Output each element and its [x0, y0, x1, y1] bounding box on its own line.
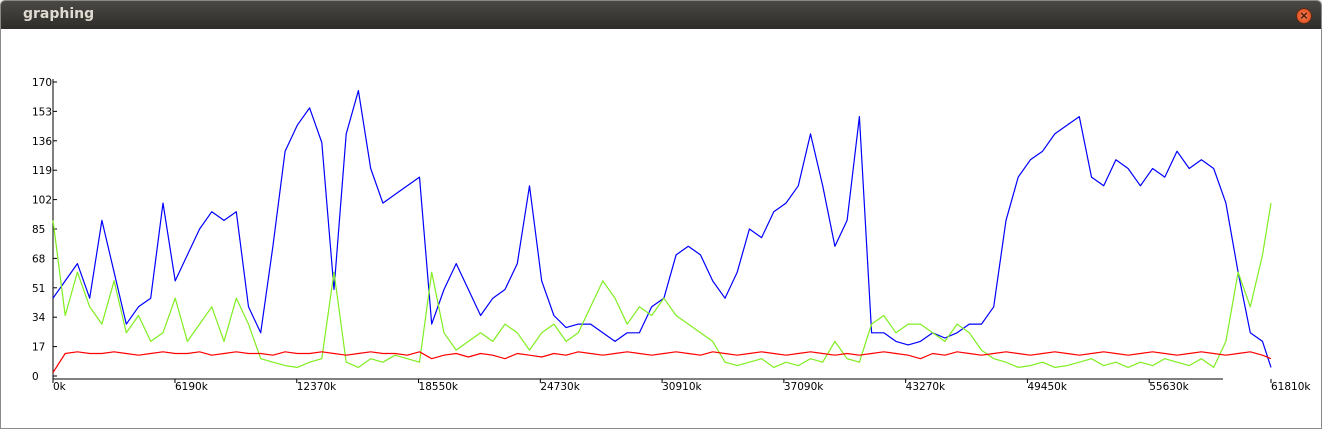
y-tick-label: 153 [32, 106, 52, 118]
x-tick-label: 55630k [1149, 381, 1189, 393]
x-tick-label: 49450k [1027, 381, 1067, 393]
y-tick-label: 68 [32, 253, 45, 265]
y-tick-label: 102 [32, 195, 52, 207]
y-tick-label: 119 [32, 165, 52, 177]
series-line [52, 203, 1272, 368]
title-bar: graphing × [1, 1, 1321, 29]
chart: 0 17 34 51 68 85 102 119 136 153 170 0k 6190k 12370k 1… [32, 77, 1311, 393]
x-tick-label: 18550k [419, 381, 459, 393]
x-tick-label: 30910k [662, 381, 702, 393]
x-tick-label: 0k [53, 381, 67, 393]
x-tick-label: 61810k [1271, 381, 1311, 393]
window-title: graphing [23, 6, 95, 22]
y-tick-label: 34 [32, 312, 46, 324]
y-tick-label: 85 [32, 224, 45, 236]
x-tick-label: 12370k [297, 381, 337, 393]
close-button[interactable]: × [1296, 8, 1312, 24]
y-tick-label: 136 [32, 136, 52, 148]
y-tick-label: 170 [32, 77, 52, 89]
y-tick-label: 17 [32, 342, 45, 354]
x-tick-label: 43270k [906, 381, 946, 393]
x-tick-label: 6190k [175, 381, 209, 393]
y-tick-label: 51 [32, 283, 45, 295]
x-tick-label: 37090k [784, 381, 824, 393]
series-line [52, 351, 1272, 373]
y-tick-label: 0 [32, 371, 39, 383]
x-tick-label: 24730k [540, 381, 580, 393]
series-line [52, 90, 1272, 368]
